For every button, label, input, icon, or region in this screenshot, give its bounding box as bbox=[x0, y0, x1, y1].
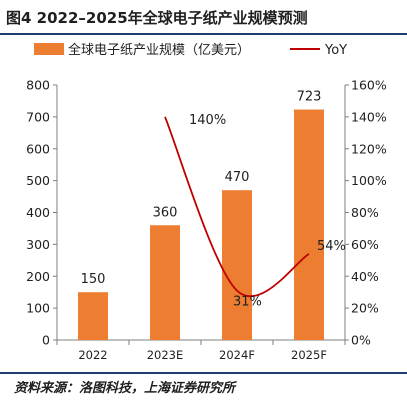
bar-value-label: 150 bbox=[81, 272, 106, 287]
left-axis-tick-label: 400 bbox=[26, 205, 50, 220]
legend-bar-swatch bbox=[34, 43, 64, 55]
legend-bar-label: 全球电子纸产业规模（亿美元） bbox=[68, 42, 250, 58]
x-axis-tick-label: 2025F bbox=[291, 348, 327, 362]
bar bbox=[222, 190, 252, 340]
legend-line-label: YoY bbox=[324, 43, 347, 58]
x-axis-tick-label: 2023E bbox=[147, 348, 184, 362]
right-axis-tick-label: 0% bbox=[351, 333, 371, 348]
yoy-value-label: 140% bbox=[189, 113, 226, 128]
left-axis-tick-label: 500 bbox=[26, 173, 50, 188]
bar bbox=[78, 292, 108, 340]
x-axis-tick-label: 2024F bbox=[219, 348, 255, 362]
source-note: 资料来源：洛图科技，上海证券研究所 bbox=[14, 381, 236, 396]
bar-value-label: 470 bbox=[225, 170, 250, 185]
left-axis-tick-label: 0 bbox=[42, 333, 50, 348]
right-axis-tick-label: 120% bbox=[351, 141, 387, 156]
left-axis-tick-label: 100 bbox=[26, 301, 50, 316]
right-axis-tick-label: 40% bbox=[351, 269, 379, 284]
plot-area: 0 100 200 300 400 500 600 700 800 0% 20% 40% 60% 80% 1… bbox=[26, 78, 387, 363]
left-axis-tick-label: 800 bbox=[26, 78, 50, 93]
left-axis-tick-label: 700 bbox=[26, 109, 50, 124]
x-axis-tick-label: 2022 bbox=[78, 348, 107, 362]
right-axis-tick-label: 160% bbox=[351, 78, 387, 93]
right-axis-tick-label: 20% bbox=[351, 301, 379, 316]
bar bbox=[294, 109, 324, 340]
yoy-value-label: 54% bbox=[317, 239, 346, 254]
figure-title: 图4 2022–2025年全球电子纸产业规模预测 bbox=[6, 9, 308, 27]
right-axis-tick-label: 100% bbox=[351, 173, 387, 188]
right-axis-tick-label: 80% bbox=[351, 205, 379, 220]
bar bbox=[150, 225, 180, 340]
yoy-value-label: 31% bbox=[233, 295, 262, 310]
bar-value-label: 723 bbox=[297, 90, 322, 105]
title-rule bbox=[0, 33, 407, 35]
legend: 全球电子纸产业规模（亿美元） YoY bbox=[34, 42, 347, 58]
left-axis-tick-label: 200 bbox=[26, 269, 50, 284]
left-axis-tick-label: 300 bbox=[26, 237, 50, 252]
right-axis-tick-label: 140% bbox=[351, 109, 387, 124]
left-axis-tick-label: 600 bbox=[26, 141, 50, 156]
right-axis-tick-label: 60% bbox=[351, 237, 379, 252]
chart: 全球电子纸产业规模（亿美元） YoY 0 100 200 300 400 500 600 70… bbox=[26, 42, 387, 363]
bar-value-label: 360 bbox=[153, 205, 178, 220]
source-rule bbox=[0, 372, 407, 374]
yoy-line bbox=[164, 116, 310, 298]
